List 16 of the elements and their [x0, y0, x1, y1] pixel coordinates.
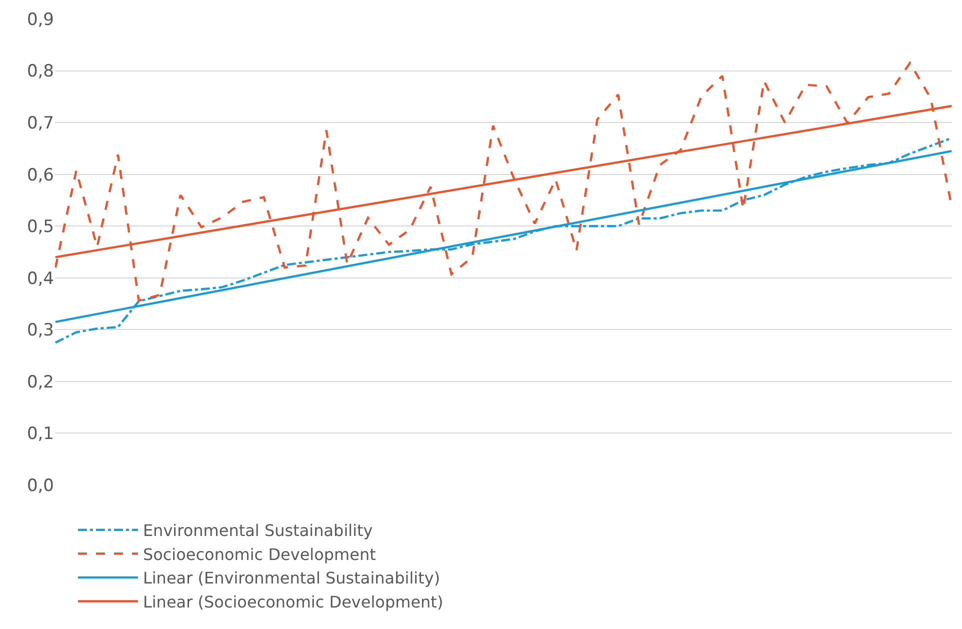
line-series: [55, 62, 952, 302]
y-tick-label: 0,7: [26, 114, 54, 134]
y-tick-label: 0,0: [26, 476, 54, 496]
y-tick-label: 0,8: [26, 62, 54, 82]
line-series: [55, 136, 952, 344]
y-tick-label: 0,2: [26, 372, 54, 392]
y-tick-label: 0,9: [26, 10, 54, 30]
legend-label: Environmental Sustainability: [142, 521, 373, 540]
legend-label: Socioeconomic Development: [142, 544, 376, 564]
y-tick-label: 0,3: [26, 320, 54, 341]
legend-label: Linear (Environmental Sustainability): [142, 568, 440, 588]
y-tick-label: 0,4: [26, 268, 54, 289]
legend-label: Linear (Socioeconomic Development): [142, 592, 444, 612]
y-tick-label: 0,5: [26, 217, 54, 238]
y-tick-label: 0,1: [26, 424, 54, 444]
y-tick-label: 0,6: [26, 165, 54, 186]
